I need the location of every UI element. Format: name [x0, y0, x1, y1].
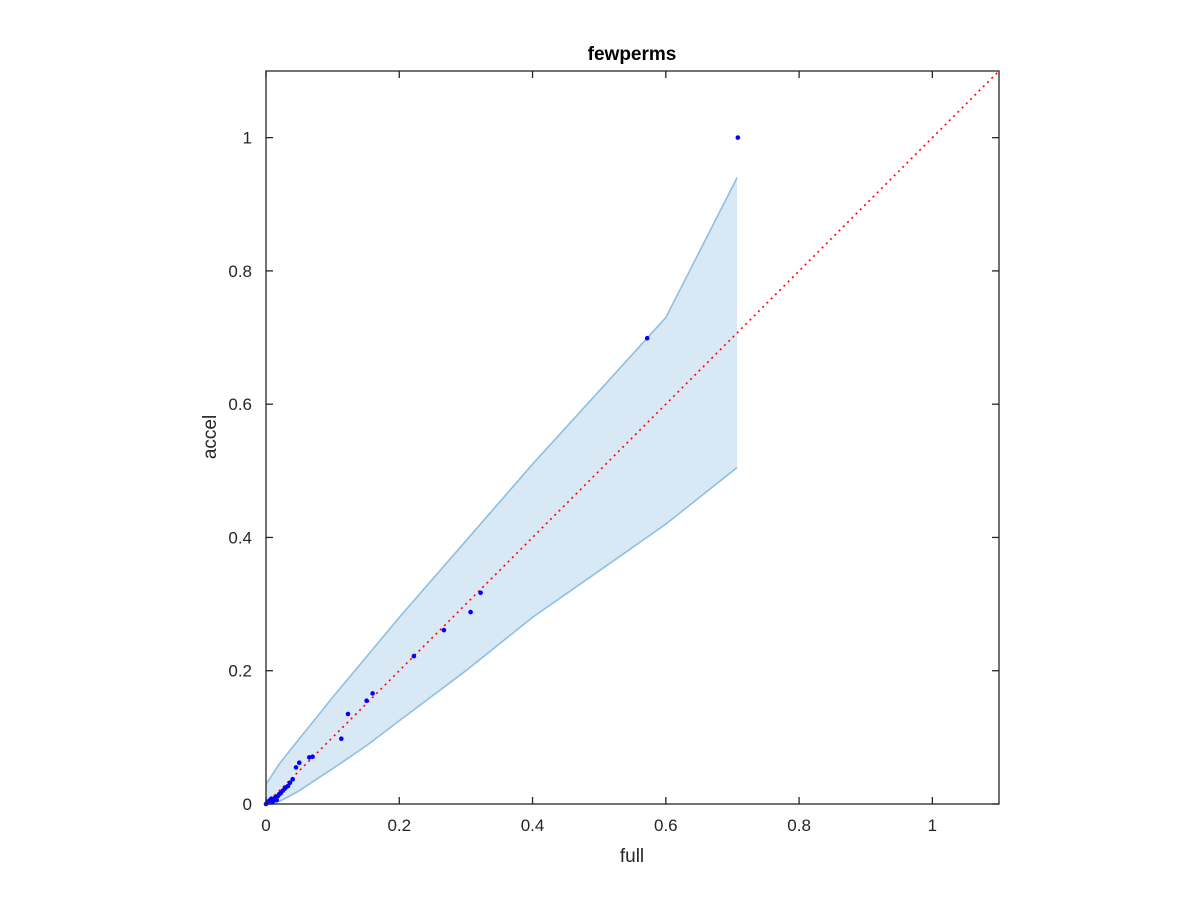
- data-point: [735, 135, 741, 140]
- y-tick-label: 0.4: [228, 528, 252, 547]
- data-point: [287, 780, 293, 785]
- x-tick-label: 1: [928, 816, 937, 835]
- data-point: [345, 711, 351, 717]
- data-point: [310, 754, 315, 759]
- confidence-band-lower-edge: [266, 466, 738, 805]
- chart-title: fewperms: [588, 44, 677, 65]
- data-point: [290, 777, 296, 782]
- x-tick-label: 0.2: [387, 816, 411, 835]
- data-point: [285, 783, 291, 789]
- y-axis-ticks: 0 0.2 0.4 0.6 0.8 1: [228, 129, 999, 814]
- data-point: [644, 335, 650, 341]
- x-tick-label: 0: [261, 816, 270, 835]
- y-tick-label: 0: [243, 795, 252, 814]
- x-axis-ticks: 0 0.2 0.4 0.6 0.8 1: [261, 71, 937, 835]
- data-point: [364, 698, 369, 703]
- data-point: [274, 797, 280, 803]
- plot-area: [263, 70, 1000, 807]
- y-axis-label: accel: [200, 415, 221, 459]
- x-axis-label: full: [620, 846, 644, 867]
- confidence-band-upper-edge: [265, 177, 738, 785]
- y-tick-label: 0.6: [228, 395, 252, 414]
- data-point: [468, 609, 473, 615]
- data-point: [297, 760, 302, 765]
- data-point: [339, 736, 344, 741]
- x-tick-label: 0.8: [787, 816, 811, 835]
- y-tick-label: 0.8: [228, 262, 252, 281]
- x-tick-label: 0.4: [521, 816, 545, 835]
- confidence-band: [266, 177, 738, 805]
- axes-box: [265, 70, 1000, 805]
- data-point: [411, 653, 417, 659]
- y-tick-label: 1: [243, 129, 252, 148]
- data-point: [478, 590, 483, 596]
- data-point: [441, 627, 447, 633]
- y-tick-label: 0.2: [228, 662, 252, 681]
- data-point: [370, 691, 375, 696]
- x-tick-label: 0.6: [654, 816, 678, 835]
- data-point: [293, 765, 299, 770]
